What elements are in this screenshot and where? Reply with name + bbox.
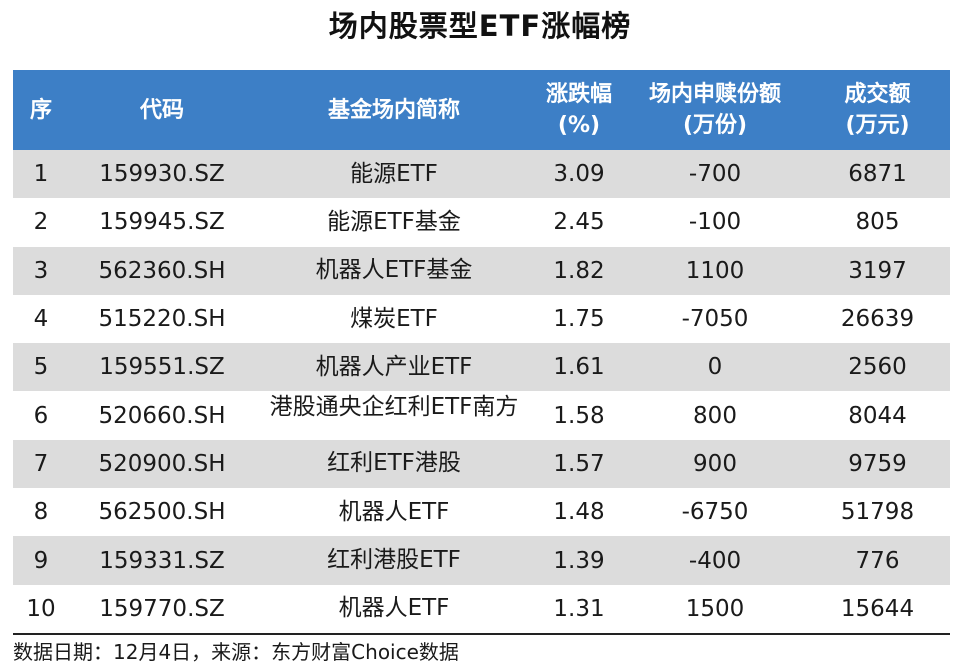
cell-turnover: 51798	[805, 488, 950, 537]
cell-code: 562360.SH	[69, 246, 255, 295]
cell-change-pct: 1.75	[533, 294, 625, 344]
cell-change-pct: 1.57	[533, 439, 625, 489]
cell-net-shares: -6750	[625, 488, 805, 537]
cell-code: 520900.SH	[69, 439, 255, 489]
page-title: 场内股票型ETF涨幅榜	[328, 9, 632, 43]
cell-net-shares: 900	[625, 439, 805, 489]
cell-rank: 6	[13, 391, 69, 440]
cell-code: 159945.SZ	[69, 198, 255, 247]
table-row: 3 562360.SH 机器人ETF基金 1.82 1100 3197	[13, 246, 950, 295]
table-row: 4 515220.SH 煤炭ETF 1.75 -7050 26639	[13, 294, 950, 344]
cell-turnover: 15644	[805, 584, 950, 633]
table-row: 9 159331.SZ 红利港股ETF 1.39 -400 776	[13, 536, 950, 585]
cell-rank: 10	[13, 584, 69, 633]
table-row: 5 159551.SZ 机器人产业ETF 1.61 0 2560	[13, 343, 950, 392]
cell-code: 515220.SH	[69, 294, 255, 344]
cell-rank: 3	[13, 246, 69, 295]
header-fund-name: 基金场内简称	[255, 70, 533, 150]
etf-gain-table: 序 代码 基金场内简称 涨跌幅 (%) 场内申赎份额 (万份) 成交额 (万元)	[13, 70, 950, 633]
table-row: 10 159770.SZ 机器人ETF 1.31 1500 15644	[13, 584, 950, 633]
cell-fund-name: 煤炭ETF	[255, 294, 533, 344]
cell-fund-name: 机器人ETF	[255, 584, 533, 633]
cell-turnover: 2560	[805, 343, 950, 392]
cell-net-shares: 800	[625, 391, 805, 440]
cell-change-pct: 1.61	[533, 343, 625, 392]
table-row: 8 562500.SH 机器人ETF 1.48 -6750 51798	[13, 488, 950, 537]
table-row: 2 159945.SZ 能源ETF基金 2.45 -100 805	[13, 198, 950, 247]
cell-change-pct: 1.82	[533, 246, 625, 295]
cell-fund-name: 机器人产业ETF	[255, 343, 533, 392]
cell-fund-name: 能源ETF	[255, 150, 533, 199]
cell-net-shares: -7050	[625, 294, 805, 344]
cell-turnover: 3197	[805, 246, 950, 295]
cell-rank: 4	[13, 294, 69, 344]
table-row: 7 520900.SH 红利ETF港股 1.57 900 9759	[13, 439, 950, 489]
cell-fund-name: 能源ETF基金	[255, 198, 533, 247]
cell-rank: 9	[13, 536, 69, 585]
header-change-pct: 涨跌幅 (%)	[533, 70, 625, 150]
cell-code: 159331.SZ	[69, 536, 255, 585]
cell-change-pct: 3.09	[533, 150, 625, 199]
cell-turnover: 805	[805, 198, 950, 247]
cell-fund-name: 机器人ETF	[255, 488, 533, 537]
table-header-row: 序 代码 基金场内简称 涨跌幅 (%) 场内申赎份额 (万份) 成交额 (万元)	[13, 70, 950, 150]
cell-rank: 8	[13, 488, 69, 537]
cell-fund-name: 红利ETF港股	[255, 439, 533, 489]
cell-rank: 2	[13, 198, 69, 247]
cell-net-shares: -100	[625, 198, 805, 247]
header-rank: 序	[13, 70, 69, 150]
header-code: 代码	[69, 70, 255, 150]
table-row: 6 520660.SH 港股通央企红利ETF南方 1.58 800 8044	[13, 391, 950, 440]
cell-change-pct: 1.58	[533, 391, 625, 440]
cell-code: 562500.SH	[69, 488, 255, 537]
cell-change-pct: 1.48	[533, 488, 625, 537]
cell-change-pct: 1.31	[533, 584, 625, 633]
cell-net-shares: 1500	[625, 584, 805, 633]
cell-turnover: 26639	[805, 294, 950, 344]
source-footnote: 数据日期：12月4日，来源：东方财富Choice数据	[13, 640, 459, 664]
cell-fund-name: 港股通央企红利ETF南方	[255, 391, 533, 440]
cell-net-shares: -400	[625, 536, 805, 585]
cell-net-shares: -700	[625, 150, 805, 199]
cell-code: 520660.SH	[69, 391, 255, 440]
cell-change-pct: 2.45	[533, 198, 625, 247]
cell-rank: 7	[13, 439, 69, 489]
footer-divider	[13, 633, 950, 635]
cell-net-shares: 0	[625, 343, 805, 392]
cell-code: 159930.SZ	[69, 150, 255, 199]
cell-fund-name-text: 港股通央企红利ETF南方	[269, 394, 519, 421]
cell-fund-name: 机器人ETF基金	[255, 246, 533, 295]
header-turnover: 成交额 (万元)	[805, 70, 950, 150]
cell-turnover: 9759	[805, 439, 950, 489]
header-net-shares: 场内申赎份额 (万份)	[625, 70, 805, 150]
table-row: 1 159930.SZ 能源ETF 3.09 -700 6871	[13, 150, 950, 199]
cell-turnover: 6871	[805, 150, 950, 199]
cell-net-shares: 1100	[625, 246, 805, 295]
cell-change-pct: 1.39	[533, 536, 625, 585]
cell-code: 159551.SZ	[69, 343, 255, 392]
cell-turnover: 8044	[805, 391, 950, 440]
cell-code: 159770.SZ	[69, 584, 255, 633]
cell-fund-name: 红利港股ETF	[255, 536, 533, 585]
cell-turnover: 776	[805, 536, 950, 585]
cell-rank: 5	[13, 343, 69, 392]
cell-rank: 1	[13, 150, 69, 199]
